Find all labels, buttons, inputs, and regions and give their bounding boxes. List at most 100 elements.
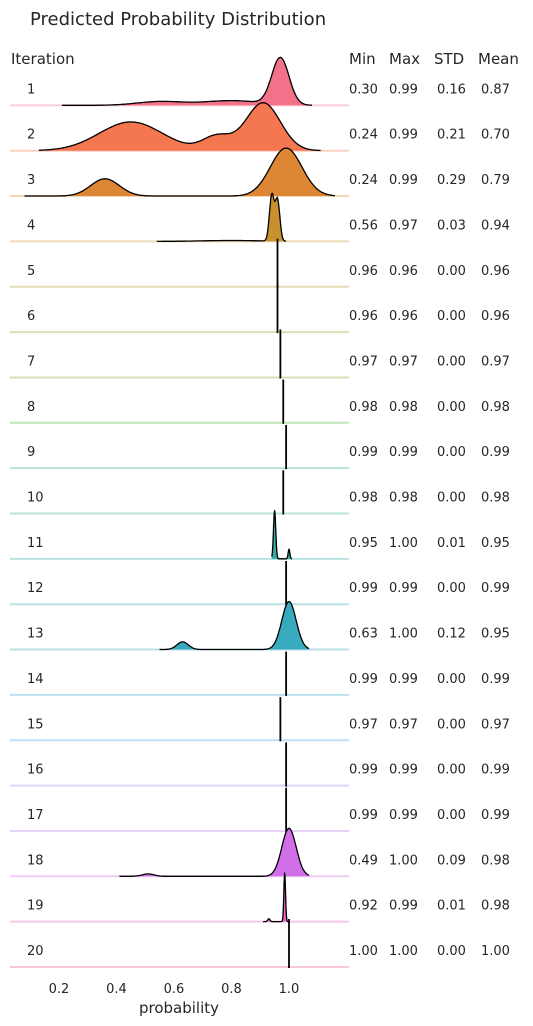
stat-min: 1.00 [349, 944, 378, 959]
stat-std: 0.21 [437, 128, 466, 143]
x-tick-label: 1.0 [279, 982, 300, 997]
iteration-label: 12 [27, 581, 44, 596]
stat-std: 0.00 [437, 717, 466, 732]
stat-max: 0.98 [389, 400, 418, 415]
stat-mean: 0.96 [481, 309, 510, 324]
stat-max: 1.00 [389, 627, 418, 642]
ridges-group: 1 0.30 0.99 0.16 0.87 2 0.24 0.99 0.21 0.70 3 0.24 0… [10, 56, 510, 968]
stat-max: 0.97 [389, 218, 418, 233]
stat-mean: 0.99 [481, 672, 510, 687]
stat-mean: 1.00 [481, 944, 510, 959]
stat-min: 0.97 [349, 354, 378, 369]
ridge-fill [119, 828, 310, 877]
iteration-label: 3 [27, 173, 35, 188]
iteration-label: 20 [27, 944, 44, 959]
ridge-outline [271, 509, 293, 560]
ridge-fill [24, 148, 335, 197]
x-tick-label: 0.2 [49, 982, 70, 997]
header-min: Min [349, 50, 376, 68]
iteration-label: 13 [27, 627, 44, 642]
stat-max: 1.00 [389, 853, 418, 868]
stat-max: 0.96 [389, 309, 418, 324]
stat-min: 0.95 [349, 536, 378, 551]
ridge-outline [38, 102, 321, 152]
ridge-outline [24, 147, 336, 197]
stat-mean: 0.79 [481, 173, 510, 188]
ridge-fill [61, 57, 313, 106]
stat-std: 0.00 [437, 309, 466, 324]
ridge-row: 20 1.00 1.00 0.00 1.00 [10, 919, 510, 968]
stat-max: 1.00 [389, 536, 418, 551]
stat-max: 0.99 [389, 173, 418, 188]
stat-mean: 0.97 [481, 354, 510, 369]
stat-std: 0.00 [437, 491, 466, 506]
ridge-row: 4 0.56 0.97 0.03 0.94 [10, 192, 510, 243]
stat-min: 0.99 [349, 445, 378, 460]
stat-mean: 0.98 [481, 853, 510, 868]
iteration-label: 6 [27, 309, 35, 324]
iteration-label: 1 [27, 82, 35, 97]
stat-min: 0.30 [349, 82, 378, 97]
iteration-label: 16 [27, 763, 44, 778]
x-tick-label: 0.6 [164, 982, 185, 997]
stat-max: 0.97 [389, 354, 418, 369]
ridge-outline [61, 56, 313, 106]
stat-mean: 0.99 [481, 808, 510, 823]
ridge-row: 1 0.30 0.99 0.16 0.87 [10, 56, 510, 107]
stat-std: 0.00 [437, 354, 466, 369]
stat-max: 0.97 [389, 717, 418, 732]
stat-std: 0.00 [437, 264, 466, 279]
stat-min: 0.97 [349, 717, 378, 732]
header-std: STD [434, 50, 464, 68]
stat-mean: 0.97 [481, 717, 510, 732]
stat-max: 1.00 [389, 944, 418, 959]
iteration-label: 17 [27, 808, 44, 823]
stat-std: 0.00 [437, 581, 466, 596]
stat-min: 0.92 [349, 899, 378, 914]
stat-max: 0.99 [389, 581, 418, 596]
stat-mean: 0.98 [481, 491, 510, 506]
ridge-row: 18 0.49 1.00 0.09 0.98 [10, 827, 510, 878]
ridge-outline [159, 600, 310, 651]
stat-min: 0.56 [349, 218, 378, 233]
ridge-row: 14 0.99 0.99 0.00 0.99 [10, 651, 510, 696]
stat-mean: 0.99 [481, 445, 510, 460]
stat-max: 0.99 [389, 672, 418, 687]
ridge-row: 7 0.97 0.97 0.00 0.97 [10, 329, 510, 379]
stat-std: 0.03 [437, 218, 466, 233]
x-tick-label: 0.8 [221, 982, 242, 997]
iteration-label: 5 [27, 264, 35, 279]
ridge-outline [119, 827, 310, 877]
stat-max: 0.99 [389, 128, 418, 143]
ridge-row: 17 0.99 0.99 0.00 0.99 [10, 787, 510, 832]
stat-std: 0.00 [437, 400, 466, 415]
header-mean: Mean [478, 50, 519, 68]
stat-mean: 0.95 [481, 627, 510, 642]
stat-min: 0.98 [349, 400, 378, 415]
ridge-row: 16 0.99 0.99 0.00 0.99 [10, 742, 510, 787]
stat-std: 0.00 [437, 763, 466, 778]
iteration-label: 9 [27, 445, 35, 460]
ridge-row: 2 0.24 0.99 0.21 0.70 [10, 102, 510, 152]
stat-min: 0.63 [349, 627, 378, 642]
stat-min: 0.99 [349, 581, 378, 596]
stat-std: 0.09 [437, 853, 466, 868]
stat-min: 0.98 [349, 491, 378, 506]
stat-mean: 0.95 [481, 536, 510, 551]
stat-std: 0.00 [437, 672, 466, 687]
iteration-label: 8 [27, 400, 35, 415]
stat-max: 0.98 [389, 491, 418, 506]
stat-max: 0.99 [389, 899, 418, 914]
stat-mean: 0.98 [481, 400, 510, 415]
iteration-label: 19 [27, 899, 44, 914]
ridge-row: 19 0.92 0.99 0.01 0.98 [10, 871, 510, 923]
stat-mean: 0.99 [481, 763, 510, 778]
stat-std: 0.29 [437, 173, 466, 188]
ridge-fill [38, 102, 321, 151]
stat-std: 0.00 [437, 445, 466, 460]
stat-mean: 0.70 [481, 128, 510, 143]
x-tick-label: 0.4 [106, 982, 127, 997]
iteration-label: 4 [27, 218, 35, 233]
x-axis-label: probability [139, 999, 219, 1017]
